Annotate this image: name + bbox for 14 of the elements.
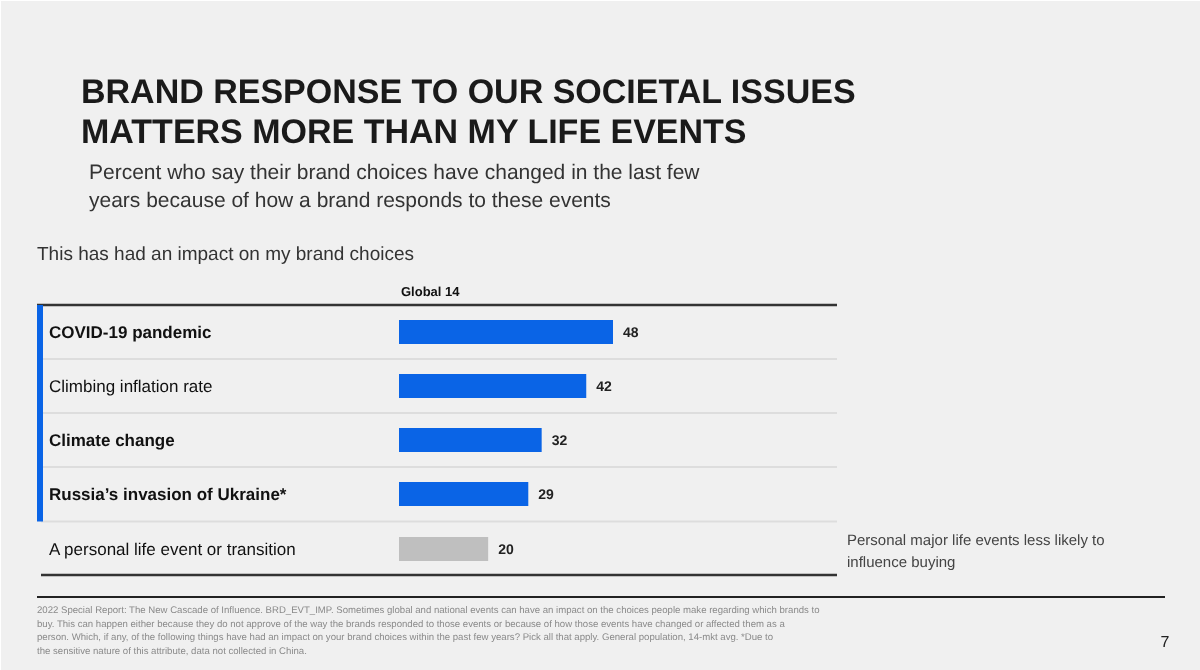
y-tick-label: COVID-19 pandemic xyxy=(49,322,213,342)
y-tick-label: Climate change xyxy=(49,430,176,450)
chart-subtitle: Percent who say their brand choices have changed in the last few years because of how a brand responds to these events xyxy=(89,161,701,213)
chart-title: BRAND RESPONSE TO OUR SOCIETAL ISSUES MATTERS MORE THAN MY LIFE EVENTS xyxy=(81,73,856,151)
bar xyxy=(399,428,542,452)
bar xyxy=(399,537,489,561)
text: 7 xyxy=(1160,633,1171,651)
y-tick-label: Russia’s invasion of Ukraine* xyxy=(49,484,288,504)
bar xyxy=(399,374,587,398)
bar xyxy=(399,320,613,344)
bar xyxy=(399,482,529,506)
y-tick-label: Climbing inflation rate xyxy=(49,376,214,396)
text: This has had an impact on my brand choices xyxy=(37,244,415,266)
y-tick-label: A personal life event or transition xyxy=(49,539,297,559)
